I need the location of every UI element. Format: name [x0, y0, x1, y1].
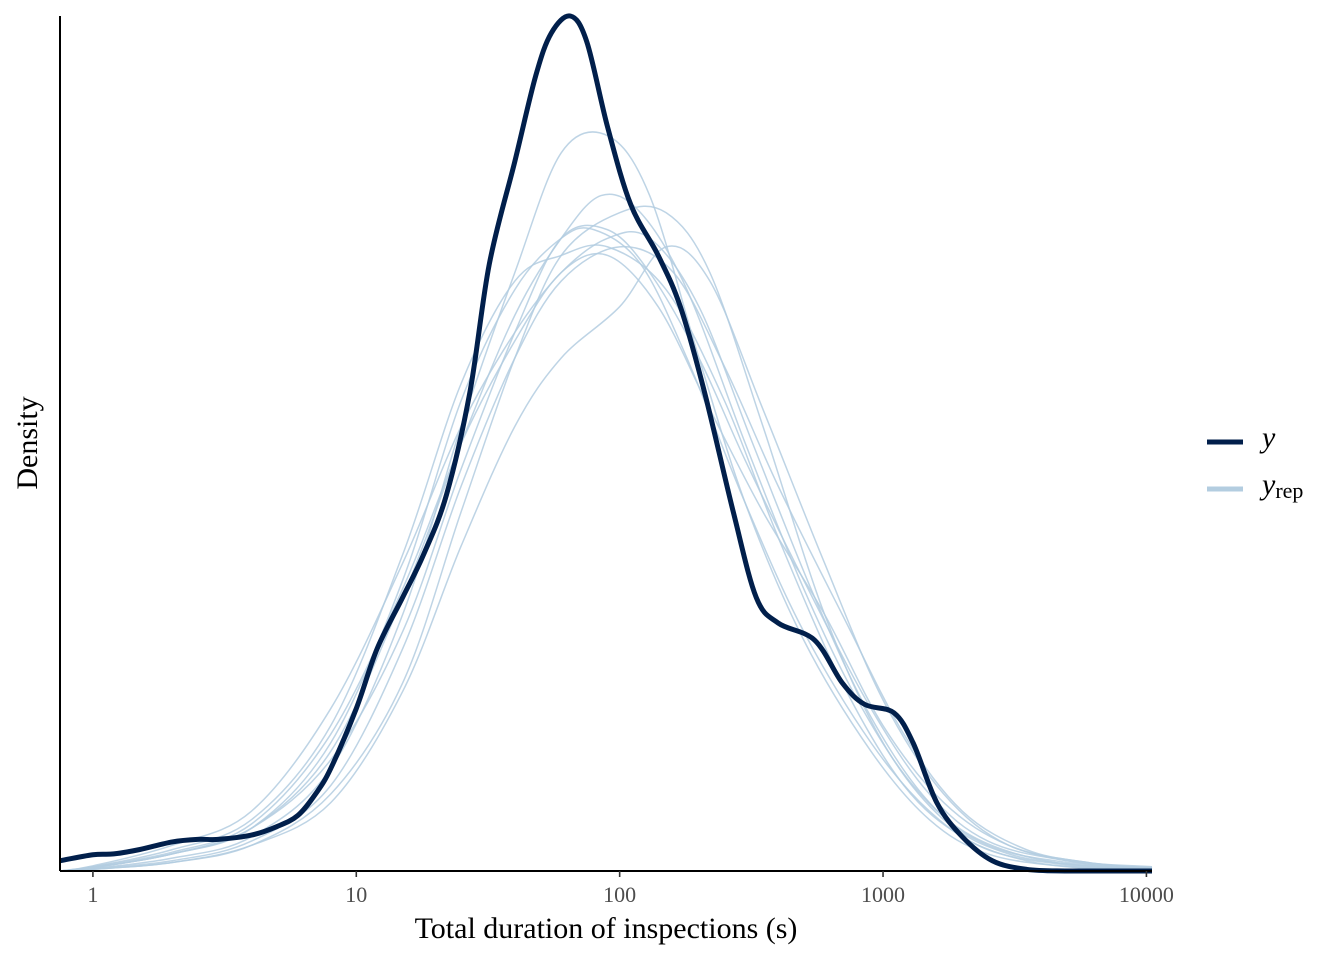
legend-label-y-main: y: [1259, 421, 1276, 454]
replicate-density-lines: [59, 131, 1153, 872]
observed-density-line: [59, 13, 1153, 874]
x-tick-label-1: 1: [87, 882, 98, 907]
replicate-density-line-5: [59, 193, 1153, 872]
replicate-density-line-3: [59, 244, 1153, 872]
replicate-density-line-10: [59, 224, 1153, 872]
replicate-density-line-2: [59, 131, 1153, 872]
replicate-density-line-1: [59, 227, 1153, 872]
observed-density-line-group: [59, 13, 1153, 874]
replicate-density-line-7: [59, 245, 1153, 872]
replicate-density-line-6: [59, 231, 1153, 872]
legend-label-y: y: [1259, 421, 1276, 454]
y-axis-title: Density: [11, 396, 44, 489]
replicate-density-line-8: [59, 252, 1153, 872]
legend-label-yrep: yrep: [1259, 468, 1303, 503]
replicate-density-line-4: [59, 205, 1153, 872]
legend: y yrep: [1207, 421, 1303, 503]
x-tick-label-10: 10: [345, 882, 367, 907]
legend-label-yrep-main: y: [1259, 468, 1276, 501]
x-tick-label-1000: 1000: [861, 882, 905, 907]
x-tick-label-10000: 10000: [1119, 882, 1174, 907]
x-axis-ticks: 1 10 100 1000 10000: [87, 871, 1174, 907]
legend-label-yrep-subscript: rep: [1275, 478, 1303, 503]
x-axis-title: Total duration of inspections (s): [415, 912, 798, 945]
x-tick-label-100: 100: [603, 882, 636, 907]
replicate-density-line-9: [59, 245, 1153, 872]
